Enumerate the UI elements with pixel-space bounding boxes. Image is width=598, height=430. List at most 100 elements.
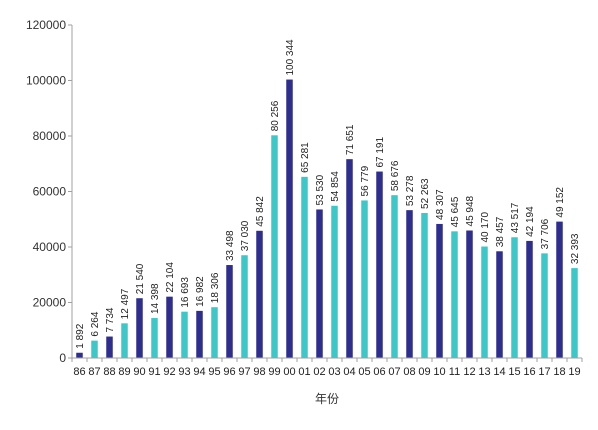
data-label: 6 264: [90, 311, 101, 336]
bar: [466, 230, 473, 358]
x-axis: 86 87 88 89 90 91 92 93 94 95 96 97 98 99 00 01 02 03 04 05…: [71, 357, 583, 378]
data-label: 71 651: [345, 124, 356, 155]
data-label: 43 517: [510, 202, 521, 233]
bar: [301, 176, 308, 358]
data-label: 40 170: [480, 212, 491, 243]
data-label: 54 854: [330, 171, 341, 202]
bar: [421, 212, 428, 358]
y-tick-label: 40000: [33, 240, 67, 254]
data-label: 80 256: [270, 100, 281, 131]
bar: [436, 223, 443, 358]
x-tick-label: 02: [313, 366, 325, 378]
bar: [196, 310, 203, 358]
x-tick-label: 19: [568, 366, 580, 378]
data-label: 42 194: [525, 206, 536, 237]
data-label: 38 457: [495, 216, 506, 247]
data-label: 37 030: [240, 220, 251, 251]
x-tick-label: 99: [268, 366, 280, 378]
x-tick-label: 89: [118, 366, 130, 378]
y-tick-label: 120000: [26, 18, 66, 32]
x-tick-label: 00: [283, 366, 295, 378]
x-tick-label: 01: [298, 366, 310, 378]
y-tick-label: 60000: [33, 185, 67, 199]
x-tick-label: 88: [103, 366, 115, 378]
data-label: 16 982: [195, 276, 206, 307]
x-tick-label: 04: [343, 366, 355, 378]
y-tick-label: 0: [59, 351, 66, 365]
x-tick-label: 10: [433, 366, 445, 378]
data-label: 49 152: [555, 187, 566, 218]
data-label: 7 734: [105, 307, 116, 332]
x-tick-label: 11: [449, 366, 460, 378]
bar: [511, 237, 518, 358]
data-label: 32 393: [570, 233, 581, 264]
bar: [376, 171, 383, 358]
x-tick-label: 16: [523, 366, 535, 378]
x-tick-label: 14: [493, 366, 505, 378]
bar: [541, 253, 548, 358]
data-label: 37 706: [540, 218, 551, 249]
data-label: 12 497: [120, 288, 131, 319]
bar: [91, 340, 98, 358]
bar: [286, 79, 293, 358]
x-tick-label: 91: [148, 366, 160, 378]
x-tick-label: 90: [133, 366, 145, 378]
bar: [556, 221, 563, 358]
bar: [181, 311, 188, 358]
data-label: 67 191: [375, 137, 386, 168]
bar: [271, 135, 278, 358]
data-label: 53 530: [315, 174, 326, 205]
bar: [76, 352, 83, 358]
x-tick-label: 18: [553, 366, 565, 378]
x-tick-label: 98: [253, 366, 265, 378]
x-tick-label: 94: [193, 366, 205, 378]
y-axis: 0 20000 40000 60000 80000 100000 120000: [26, 18, 73, 365]
x-axis-title: 年份: [315, 392, 339, 406]
x-tick-label: 93: [178, 366, 190, 378]
x-tick-label: 05: [358, 366, 370, 378]
x-tick-label: 13: [478, 366, 490, 378]
x-tick-label: 03: [328, 366, 340, 378]
data-label: 100 344: [285, 39, 296, 76]
x-tick-label: 97: [238, 366, 250, 378]
data-label: 52 263: [420, 178, 431, 209]
bar: [526, 240, 533, 358]
x-tick-label: 07: [388, 366, 400, 378]
data-label: 33 498: [225, 230, 236, 261]
data-label: 56 779: [360, 165, 371, 196]
bar: [451, 231, 458, 358]
data-label: 14 398: [150, 283, 161, 314]
data-label: 22 104: [165, 262, 176, 293]
x-tick-label: 86: [73, 366, 85, 378]
bar: [226, 265, 233, 358]
bar: [166, 296, 173, 358]
data-label: 58 676: [390, 160, 401, 191]
x-tick-label: 92: [163, 366, 175, 378]
bar: [256, 230, 263, 358]
data-label: 65 281: [300, 142, 311, 173]
bar: [346, 159, 353, 358]
x-tick-label: 09: [418, 366, 430, 378]
x-tick-label: 15: [508, 366, 520, 378]
bar: [496, 251, 503, 358]
data-label: 18 306: [210, 272, 221, 303]
value-labels: 1 892 6 264 7 734 12 497 21 540 14 398 22 104 1…: [75, 39, 581, 349]
bar: [406, 210, 413, 358]
data-label: 45 842: [255, 196, 266, 227]
data-label: 45 645: [450, 196, 461, 227]
bar: [571, 268, 578, 358]
x-tick-label: 06: [373, 366, 385, 378]
data-label: 1 892: [75, 323, 86, 348]
y-tick-label: 100000: [26, 74, 66, 88]
x-tick-label: 95: [208, 366, 220, 378]
x-tick-label: 08: [403, 366, 415, 378]
bar: [136, 298, 143, 358]
x-tick-label: 17: [538, 366, 550, 378]
bar: [391, 195, 398, 358]
data-label: 16 693: [180, 277, 191, 308]
x-tick-label: 12: [463, 366, 475, 378]
bar: [331, 205, 338, 358]
y-tick-label: 80000: [33, 129, 67, 143]
y-tick-label: 20000: [33, 296, 67, 310]
